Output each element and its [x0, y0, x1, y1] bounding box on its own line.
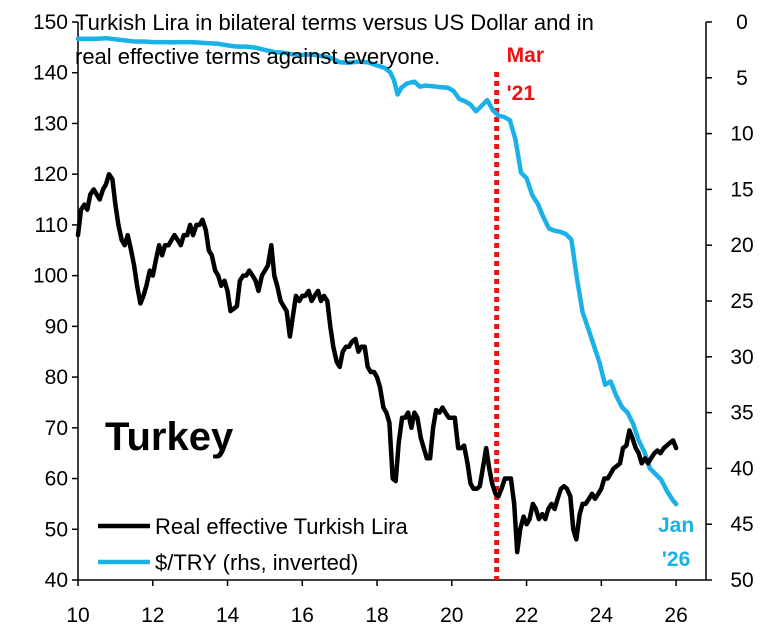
x-tick-label-14: 14 — [216, 604, 240, 627]
left-tick-label-60: 60 — [45, 468, 68, 491]
chart-title-line-1: Turkish Lira in bilateral terms versus U… — [75, 10, 594, 35]
left-tick-label-70: 70 — [45, 417, 68, 440]
right-tick-label-40: 40 — [730, 457, 753, 480]
axes — [77, 22, 707, 581]
right-tick-label-20: 20 — [730, 234, 753, 257]
legend: Real effective Turkish Lira $/TRY (rhs, … — [98, 514, 408, 575]
left-tick-label-150: 150 — [33, 11, 68, 34]
mar-annotation-line-1: Mar — [507, 44, 544, 67]
x-tick-label-26: 26 — [664, 604, 687, 627]
right-tick-label-15: 15 — [730, 178, 753, 201]
series-real-effective-lira-line — [75, 171, 679, 555]
left-tick-label-90: 90 — [45, 315, 68, 338]
jan-annotation-line-1: Jan — [658, 514, 694, 537]
mar-annotation-line-2: '21 — [507, 82, 536, 105]
legend-label-usd-try: $/TRY (rhs, inverted) — [155, 550, 358, 575]
series-usd-try-line — [75, 35, 679, 507]
legend-label-real-effective: Real effective Turkish Lira — [155, 514, 408, 539]
x-tick-label-20: 20 — [440, 604, 463, 627]
jan-annotation-line-2: '26 — [662, 548, 690, 571]
x-tick-label-24: 24 — [590, 604, 614, 627]
x-axis-ticks: 10 12 14 16 18 20 22 24 26 — [66, 580, 688, 627]
x-tick-label-16: 16 — [291, 604, 314, 627]
left-tick-label-130: 130 — [33, 112, 68, 135]
left-tick-label-120: 120 — [33, 163, 68, 186]
chart-title-line-2: real effective terms against everyone. — [75, 44, 440, 69]
right-tick-label-50: 50 — [730, 569, 753, 592]
x-tick-label-12: 12 — [141, 604, 164, 627]
x-tick-label-22: 22 — [515, 604, 538, 627]
right-tick-label-30: 30 — [730, 346, 753, 369]
x-tick-label-10: 10 — [66, 604, 89, 627]
right-tick-label-35: 35 — [730, 402, 753, 425]
left-tick-label-110: 110 — [35, 214, 68, 237]
x-tick-label-18: 18 — [365, 604, 388, 627]
right-tick-label-45: 45 — [730, 513, 753, 536]
country-label: Turkey — [105, 415, 234, 459]
left-tick-label-50: 50 — [45, 518, 68, 541]
left-tick-label-140: 140 — [33, 62, 68, 85]
right-tick-label-0: 0 — [736, 11, 748, 34]
left-tick-label-80: 80 — [45, 366, 68, 389]
left-tick-label-100: 100 — [33, 265, 68, 288]
right-tick-label-5: 5 — [736, 67, 748, 90]
right-axis-ticks: 0 5 10 15 20 25 30 35 40 45 50 — [706, 11, 754, 592]
right-tick-label-10: 10 — [730, 123, 753, 146]
left-tick-label-40: 40 — [45, 569, 68, 592]
right-tick-label-25: 25 — [730, 290, 753, 313]
left-axis-ticks: 150 140 130 120 110 100 90 80 70 60 50 40 — [33, 11, 78, 592]
